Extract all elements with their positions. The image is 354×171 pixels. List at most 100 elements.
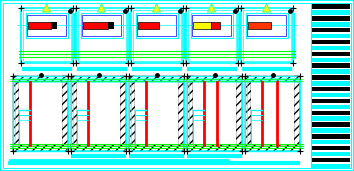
Bar	[129, 76, 184, 151]
Bar	[245, 145, 300, 151]
Bar	[129, 76, 184, 151]
Bar	[13, 76, 68, 82]
Bar	[312, 146, 350, 150]
Bar	[312, 110, 350, 115]
Bar	[21, 8, 73, 63]
Bar	[240, 8, 292, 63]
Bar	[78, 10, 126, 61]
Bar	[312, 105, 350, 109]
Bar	[15, 77, 67, 149]
Bar	[80, 13, 122, 38]
Polygon shape	[207, 4, 216, 12]
Bar	[245, 76, 300, 151]
Bar	[312, 158, 350, 162]
Bar	[312, 16, 350, 21]
Bar	[187, 145, 242, 151]
Bar	[77, 82, 120, 145]
Bar	[246, 77, 298, 149]
Bar	[131, 8, 183, 63]
Bar	[312, 152, 350, 156]
Bar	[312, 22, 350, 27]
Bar	[236, 76, 242, 151]
Bar	[73, 77, 125, 149]
Bar	[120, 76, 126, 151]
Bar	[23, 10, 70, 61]
Bar	[132, 10, 181, 61]
Bar	[187, 76, 242, 82]
Bar	[187, 76, 242, 151]
Bar	[71, 76, 126, 82]
Bar	[312, 46, 350, 50]
Bar	[247, 15, 286, 36]
Bar	[13, 76, 19, 151]
Bar	[71, 145, 126, 151]
Bar	[62, 76, 68, 151]
Bar	[247, 22, 270, 29]
Bar	[137, 22, 159, 29]
Bar	[21, 8, 73, 63]
Bar	[294, 76, 300, 151]
Bar	[312, 52, 350, 56]
Bar	[82, 22, 108, 29]
Bar	[312, 128, 350, 133]
Bar	[129, 76, 135, 151]
Bar	[82, 15, 121, 36]
Bar	[71, 76, 77, 151]
Bar	[251, 82, 294, 145]
Bar	[188, 77, 240, 149]
Bar	[242, 10, 291, 61]
Bar	[5, 3, 308, 166]
Polygon shape	[263, 4, 270, 12]
Bar	[245, 76, 251, 151]
Bar	[312, 116, 350, 121]
Bar	[312, 28, 350, 32]
Bar	[131, 77, 183, 149]
Bar	[25, 13, 68, 38]
Bar	[246, 13, 287, 38]
Bar	[178, 76, 184, 151]
Bar	[312, 10, 350, 15]
Bar	[311, 3, 351, 168]
Bar	[312, 57, 350, 62]
Bar	[136, 13, 177, 38]
Bar	[245, 76, 300, 151]
Polygon shape	[153, 4, 160, 12]
Bar	[187, 76, 242, 151]
Bar	[129, 76, 184, 82]
Bar	[312, 40, 350, 44]
Bar	[187, 76, 193, 151]
Bar	[108, 22, 114, 29]
Bar	[192, 15, 231, 36]
Bar	[27, 15, 66, 36]
Bar	[131, 8, 183, 63]
Bar	[129, 145, 184, 151]
Bar	[312, 63, 350, 68]
Bar	[312, 69, 350, 74]
Bar	[13, 76, 68, 151]
Bar	[312, 87, 350, 91]
Bar	[190, 13, 233, 38]
Bar	[312, 93, 350, 97]
Bar	[245, 76, 300, 82]
Bar	[312, 134, 350, 139]
Bar	[188, 10, 235, 61]
Bar	[28, 22, 51, 29]
Bar	[75, 8, 127, 63]
Bar	[312, 164, 350, 168]
Bar	[185, 8, 238, 63]
Bar	[19, 82, 62, 145]
Bar	[312, 4, 350, 9]
Bar	[240, 8, 292, 63]
Polygon shape	[42, 4, 51, 12]
Polygon shape	[97, 4, 105, 12]
Bar	[75, 8, 127, 63]
Bar	[312, 34, 350, 38]
Bar	[312, 122, 350, 127]
Bar	[135, 82, 178, 145]
Bar	[71, 76, 126, 151]
Bar	[312, 81, 350, 86]
Bar	[13, 145, 68, 151]
Bar	[211, 22, 220, 29]
Bar	[185, 8, 238, 63]
Bar	[137, 15, 176, 36]
